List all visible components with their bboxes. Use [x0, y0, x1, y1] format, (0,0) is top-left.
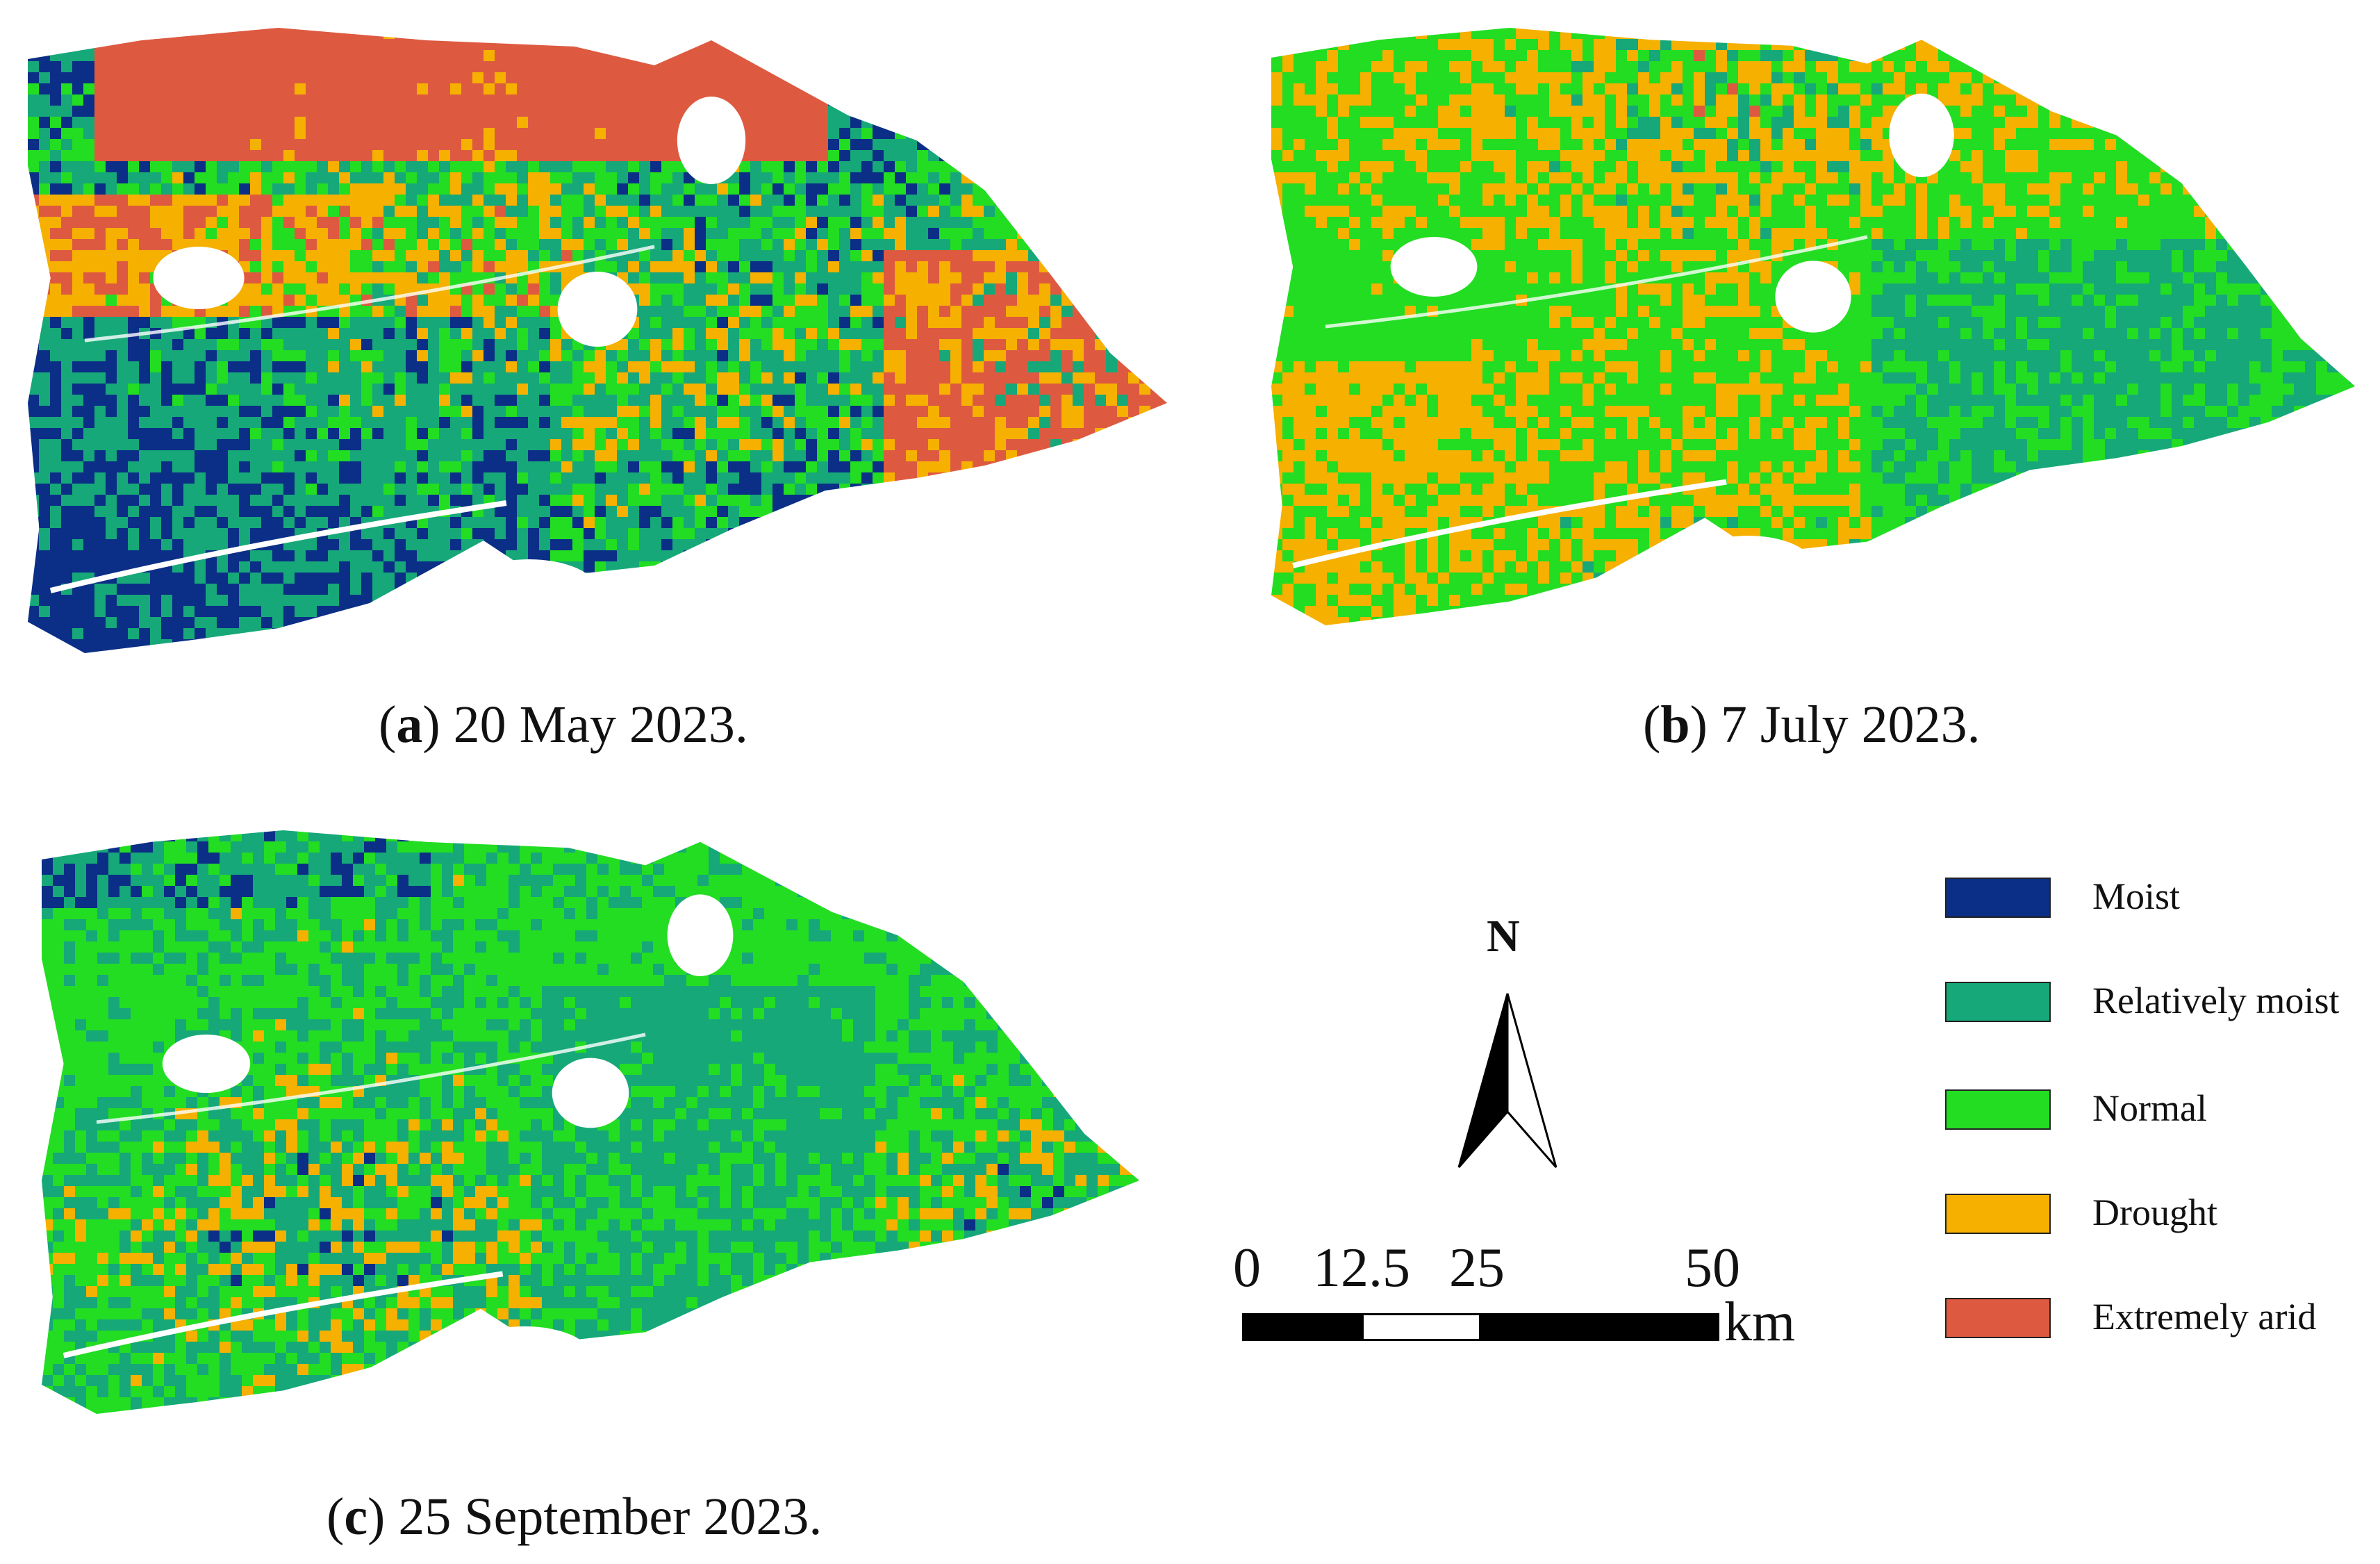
scale-tick-0: 0 [1233, 1237, 1261, 1299]
legend-item-relatively-moist: Relatively moist [1945, 976, 2376, 1032]
legend-item-drought: Drought [1945, 1188, 2376, 1244]
map-panel-b [1271, 28, 2355, 625]
legend-item-normal: Normal [1945, 1084, 2376, 1139]
legend-item-extremely-arid: Extremely arid [1945, 1292, 2376, 1348]
caption-c-letter: c [344, 1488, 368, 1546]
legend: Moist Relatively moist Normal Drought Ex… [1945, 872, 2376, 1400]
legend-label-normal: Normal [2092, 1087, 2207, 1129]
legend-label-moist: Moist [2092, 875, 2181, 917]
caption-b: (b) 7 July 2023. [1643, 695, 1981, 754]
scale-tick-3: 50 [1685, 1237, 1740, 1299]
legend-swatch-relatively-moist [1945, 982, 2051, 1022]
map-panel-c [42, 830, 1139, 1414]
legend-swatch-normal [1945, 1089, 2051, 1130]
caption-a-date: 20 May 2023. [453, 695, 748, 754]
legend-swatch-moist [1945, 878, 2051, 918]
caption-a: (a) 20 May 2023. [379, 695, 748, 754]
legend-swatch-drought [1945, 1194, 2051, 1234]
caption-b-date: 7 July 2023. [1720, 695, 1981, 754]
legend-item-moist: Moist [1945, 872, 2376, 928]
caption-b-letter: b [1660, 695, 1690, 754]
drought-map-c [42, 830, 1139, 1414]
caption-a-letter: a [396, 695, 423, 754]
legend-label-extremely-arid: Extremely arid [2092, 1296, 2317, 1337]
scale-tick-1: 12.5 [1313, 1237, 1410, 1299]
drought-map-b [1271, 28, 2355, 625]
caption-c-date: 25 September 2023. [398, 1488, 823, 1546]
scale-unit: km [1724, 1292, 1796, 1353]
legend-swatch-extremely-arid [1945, 1298, 2051, 1338]
scale-segment-2 [1362, 1313, 1481, 1341]
scale-tick-2: 25 [1449, 1237, 1505, 1299]
north-arrow-icon [1457, 993, 1557, 1168]
scale-segment-1 [1242, 1313, 1362, 1341]
legend-label-relatively-moist: Relatively moist [2092, 980, 2340, 1021]
north-label: N [1487, 911, 1520, 962]
drought-map-a [28, 28, 1167, 653]
scale-bar: 0 12.5 25 50 km [1230, 1237, 1834, 1376]
map-panel-a [28, 28, 1167, 653]
caption-c: (c) 25 September 2023. [327, 1488, 823, 1546]
scale-segment-3 [1481, 1313, 1719, 1341]
legend-label-drought: Drought [2092, 1192, 2217, 1233]
